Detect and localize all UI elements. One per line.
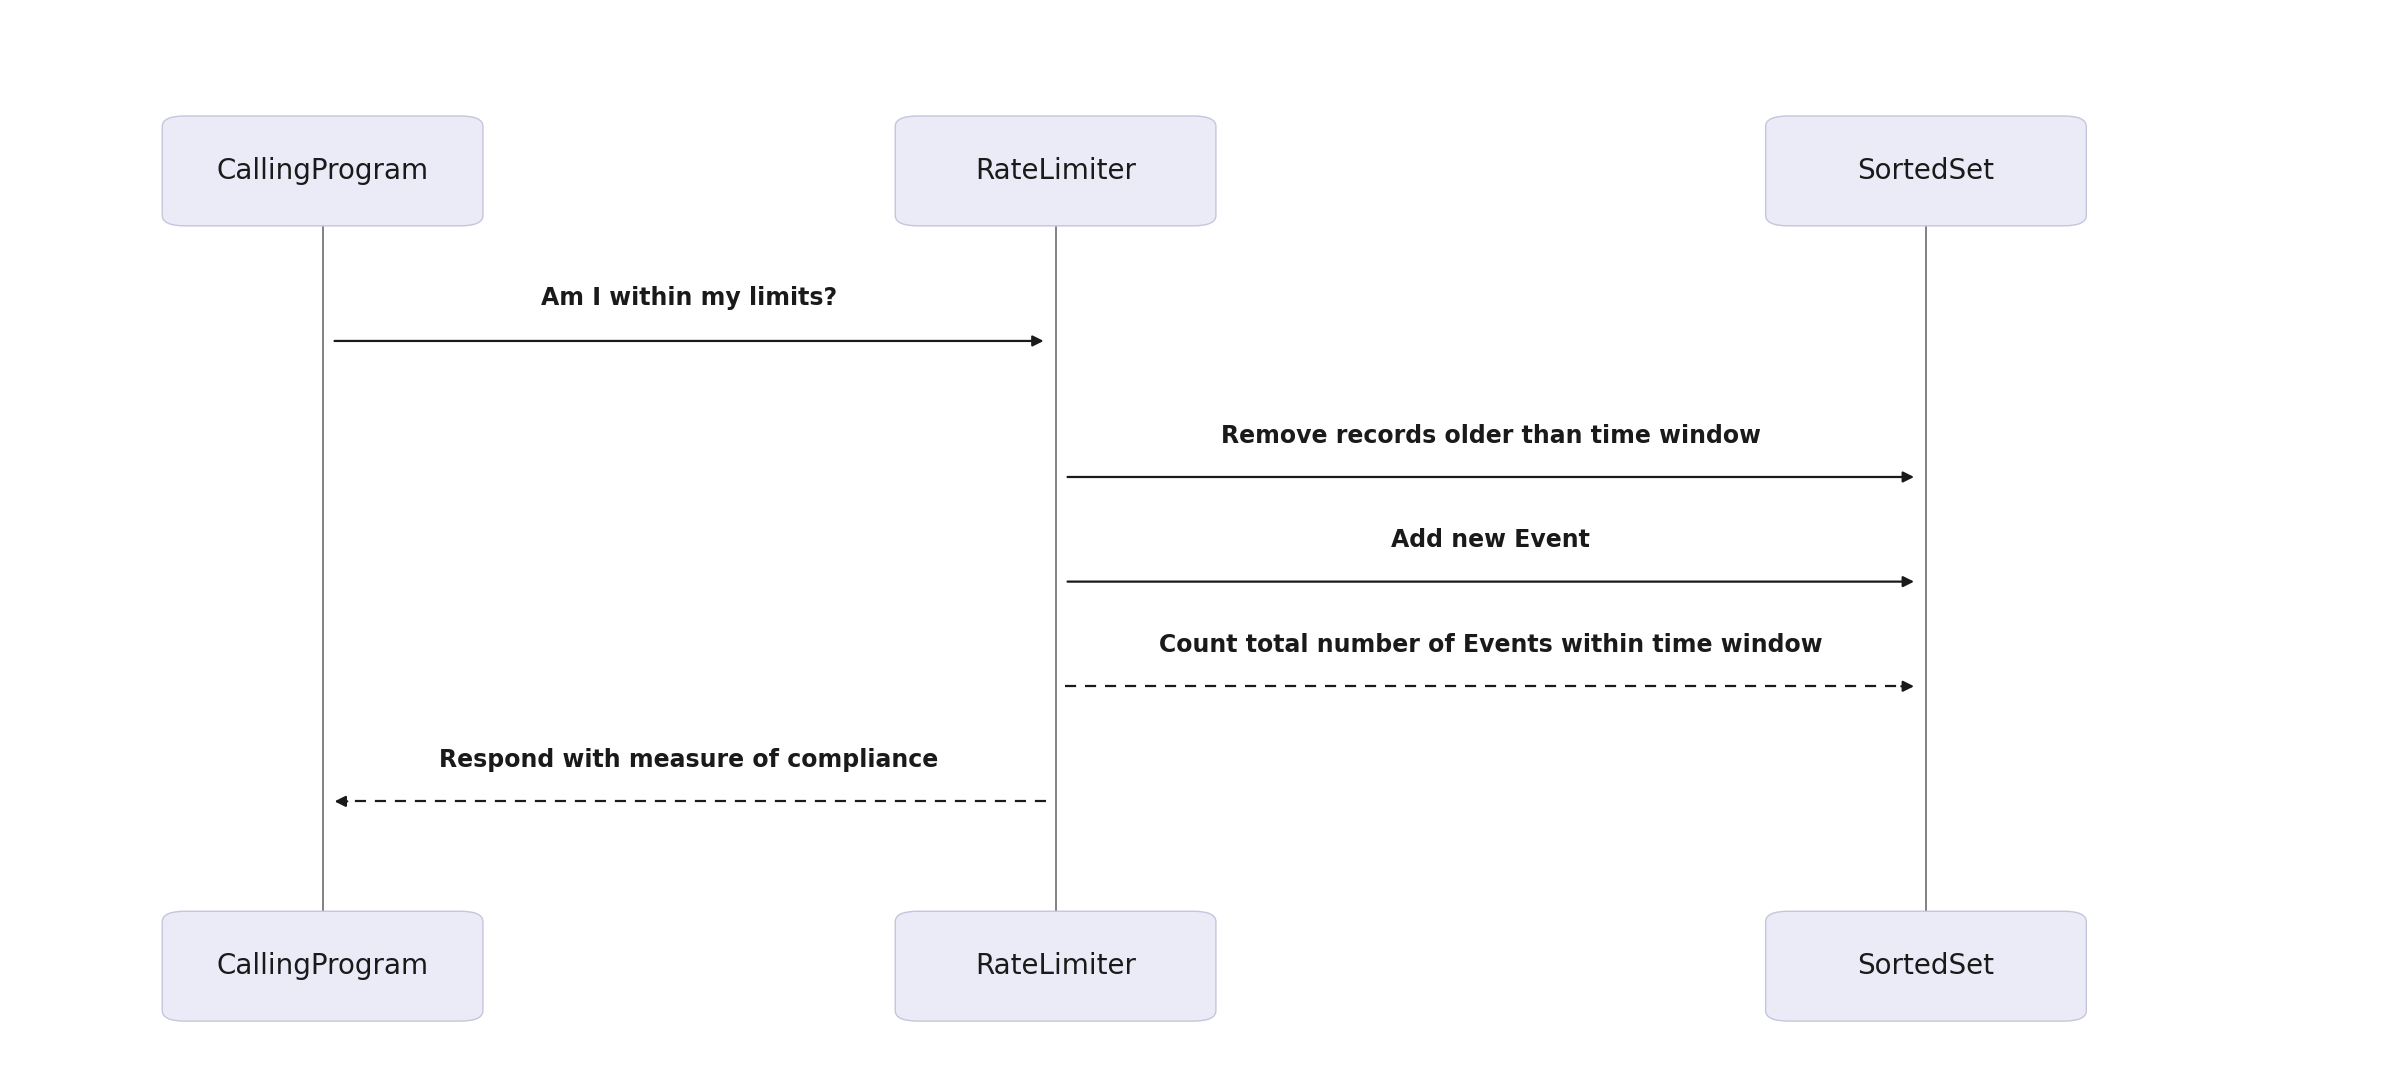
Text: Remove records older than time window: Remove records older than time window: [1222, 424, 1761, 448]
Text: RateLimiter: RateLimiter: [976, 157, 1136, 185]
FancyBboxPatch shape: [1766, 911, 2085, 1021]
Text: Respond with measure of compliance: Respond with measure of compliance: [439, 748, 938, 772]
Text: CallingProgram: CallingProgram: [217, 953, 429, 980]
Text: RateLimiter: RateLimiter: [976, 953, 1136, 980]
FancyBboxPatch shape: [1766, 116, 2085, 226]
FancyBboxPatch shape: [895, 116, 1217, 226]
FancyBboxPatch shape: [895, 911, 1217, 1021]
FancyBboxPatch shape: [162, 116, 482, 226]
Text: CallingProgram: CallingProgram: [217, 157, 429, 185]
Text: SortedSet: SortedSet: [1856, 157, 1995, 185]
Text: Count total number of Events within time window: Count total number of Events within time…: [1160, 633, 1823, 657]
Text: Add new Event: Add new Event: [1391, 529, 1589, 553]
Text: SortedSet: SortedSet: [1856, 953, 1995, 980]
Text: Am I within my limits?: Am I within my limits?: [542, 286, 837, 310]
FancyBboxPatch shape: [162, 911, 482, 1021]
